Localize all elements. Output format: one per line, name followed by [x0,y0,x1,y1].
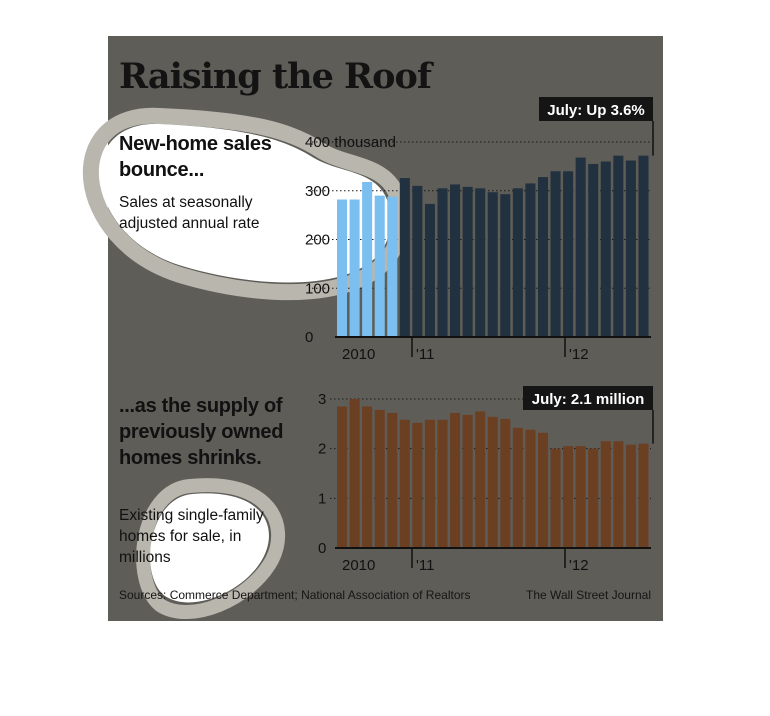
callout-box [539,97,653,121]
bar [563,446,574,548]
bar [525,183,536,337]
subtitle-new-home-sales: Sales at seasonally adjusted annual rate [119,194,260,232]
callout-box [523,386,653,410]
new-home-sales-chart: 0 100 200 300 400 thousand 2010 '11 '12 July: Up… [305,97,654,363]
existing-homes-chart: 0 1 2 3 2010 '11 '12 July: 2.1 million [318,386,654,574]
bar [475,411,486,548]
bar [387,412,398,548]
y-tick-label: 0 [305,329,313,346]
bar [600,161,611,337]
bar [512,427,523,548]
bar [537,432,549,548]
bar [575,157,586,337]
headline-existing-homes: ...as the supply of previously owned hom… [119,395,284,469]
bar-highlighted [387,196,398,337]
annotation-circle-outline-2 [136,478,286,620]
bar [512,188,523,337]
bar [424,419,435,548]
bar [563,171,574,337]
bar [399,178,410,337]
bar [462,186,473,337]
bar [374,409,385,548]
bar [424,203,435,337]
bar [525,429,536,548]
bar [450,412,461,548]
bar [412,422,423,548]
sources-note: Sources: Commerce Department; National A… [119,588,471,602]
bar [613,155,624,337]
y-tick-label: 400 thousand [305,134,396,151]
y-tick-label: 0 [318,540,326,557]
bar [638,443,649,548]
bar [638,155,649,337]
bar [337,406,348,548]
bar [613,441,624,548]
x-tick-label: 2010 [342,346,375,363]
bar [550,448,561,548]
callout-text: July: Up 3.6% [547,102,645,119]
x-tick-label: '12 [569,346,589,363]
bar [399,419,410,548]
bar [349,399,360,548]
bar [487,416,498,548]
bar [575,446,586,548]
callout-text: July: 2.1 million [532,391,645,408]
bar [500,194,511,337]
bar [500,418,511,548]
x-tick-label: '12 [569,557,589,574]
bar-highlighted [374,195,385,337]
bar [588,448,599,548]
x-tick-label: '11 [416,346,434,363]
bar [362,406,373,548]
publisher-credit: The Wall Street Journal [526,588,651,602]
bar [475,188,486,337]
bar-highlighted [349,199,360,337]
annotation-circle-fill-1 [99,123,391,283]
y-tick-label: 100 [305,280,330,297]
subtitle-existing-homes: Existing single-family homes for sale, i… [119,507,264,566]
graphic-title: Raising the Roof [119,56,432,97]
headline-new-home-sales: New-home sales bounce... [119,133,272,181]
bar [550,171,561,337]
bar-highlighted [337,199,348,337]
bar-highlighted [362,181,373,337]
bar [437,419,448,548]
y-tick-label: 1 [318,490,326,507]
bar [437,188,448,337]
y-tick-label: 2 [318,441,326,458]
bar [625,444,636,548]
annotation-circle-fill-2 [150,493,269,603]
bar [600,441,611,548]
bar [462,414,473,548]
bar [487,192,498,337]
bar [450,184,461,337]
y-tick-label: 200 [305,232,330,249]
x-tick-label: 2010 [342,557,375,574]
bar [537,177,549,337]
bar [588,163,599,337]
x-tick-label: '11 [416,557,434,574]
y-tick-label: 300 [305,183,330,200]
bar [625,160,636,337]
y-tick-label: 3 [318,391,326,408]
bar [412,185,423,337]
